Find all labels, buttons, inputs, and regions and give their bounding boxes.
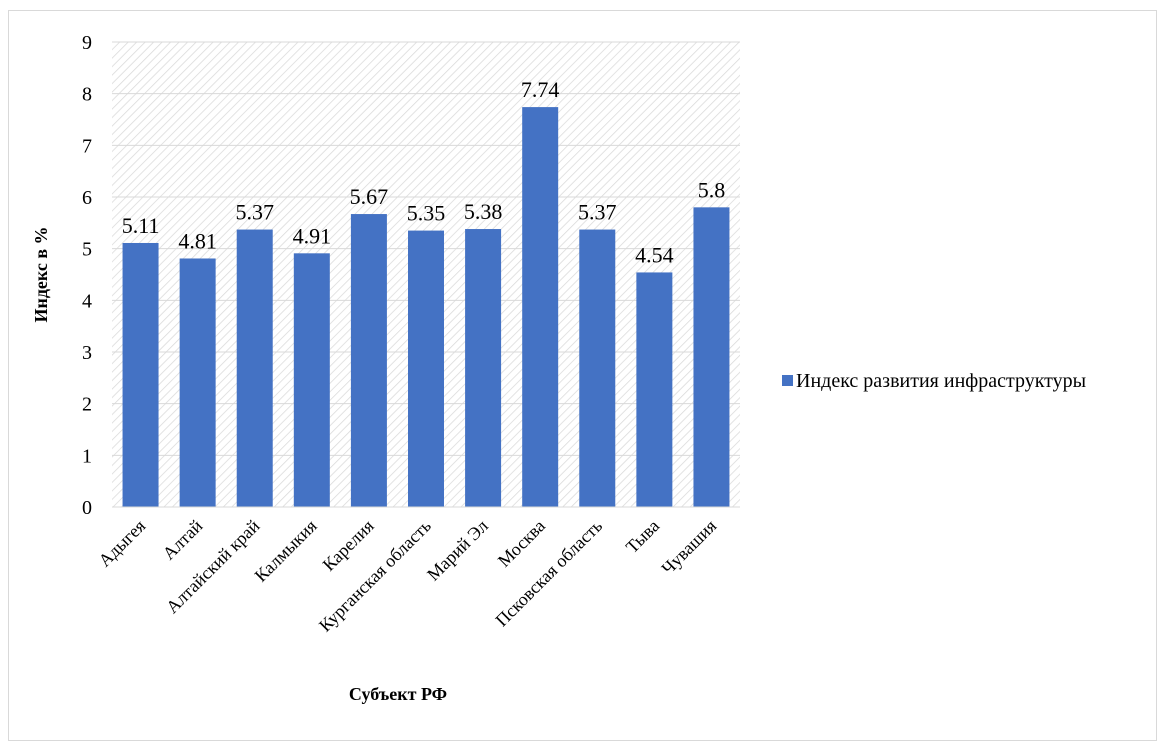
y-axis-ticks: 0 1 2 3 4 5 6 7 8 9 bbox=[82, 32, 92, 519]
data-label: 5.11 bbox=[122, 213, 160, 238]
x-tick-label: Адыгея bbox=[94, 516, 149, 571]
x-tick-label: Псковская область bbox=[491, 516, 606, 631]
x-axis-title: Субъект РФ bbox=[349, 684, 447, 704]
y-tick-label: 5 bbox=[82, 239, 92, 261]
bar bbox=[522, 107, 559, 507]
y-tick-label: 4 bbox=[82, 290, 92, 312]
legend: Индекс развития инфраструктуры bbox=[782, 370, 1086, 392]
y-axis-title: Индекс в % bbox=[31, 226, 51, 322]
y-tick-label: 3 bbox=[82, 342, 92, 364]
legend-swatch bbox=[782, 375, 793, 386]
legend-label: Индекс развития инфраструктуры bbox=[796, 370, 1086, 392]
y-tick-label: 8 bbox=[82, 84, 92, 106]
data-labels: 5.11 4.81 5.37 4.91 5.67 5.35 5.38 7.74 5.37 4.54… bbox=[122, 77, 726, 267]
data-label: 5.38 bbox=[464, 199, 503, 224]
y-tick-label: 9 bbox=[82, 32, 92, 54]
data-label: 7.74 bbox=[521, 77, 560, 102]
x-tick-label: Карелия bbox=[319, 516, 378, 575]
bar bbox=[636, 272, 673, 507]
y-tick-label: 1 bbox=[82, 445, 92, 467]
data-label: 4.54 bbox=[635, 242, 674, 267]
bar bbox=[350, 214, 387, 508]
bar bbox=[579, 229, 616, 508]
bar bbox=[122, 242, 159, 507]
y-tick-label: 2 bbox=[82, 394, 92, 416]
data-label: 5.67 bbox=[350, 184, 389, 209]
bar bbox=[465, 229, 502, 508]
bars bbox=[122, 107, 730, 508]
x-tick-label: Курганская область bbox=[315, 516, 435, 636]
data-label: 4.91 bbox=[293, 223, 332, 248]
bar bbox=[179, 258, 216, 507]
bar bbox=[408, 230, 444, 508]
y-tick-label: 7 bbox=[82, 135, 92, 157]
x-tick-label: Алтай bbox=[159, 515, 207, 563]
data-label: 5.37 bbox=[578, 200, 617, 225]
bar bbox=[236, 229, 273, 508]
data-label: 4.81 bbox=[178, 228, 217, 253]
x-tick-label: Чувашия bbox=[658, 516, 721, 579]
x-tick-label: Москва bbox=[494, 516, 549, 571]
data-label: 5.37 bbox=[235, 200, 274, 225]
data-label: 5.8 bbox=[698, 177, 726, 202]
bar bbox=[293, 253, 330, 507]
x-tick-label: Тыва bbox=[622, 516, 663, 557]
x-tick-label: Марий Эл bbox=[423, 516, 492, 585]
y-tick-label: 6 bbox=[82, 187, 92, 209]
y-tick-label: 0 bbox=[82, 497, 92, 519]
bar bbox=[693, 207, 730, 508]
x-tick-label: Калмыкия bbox=[251, 516, 321, 586]
data-label: 5.35 bbox=[407, 201, 446, 226]
